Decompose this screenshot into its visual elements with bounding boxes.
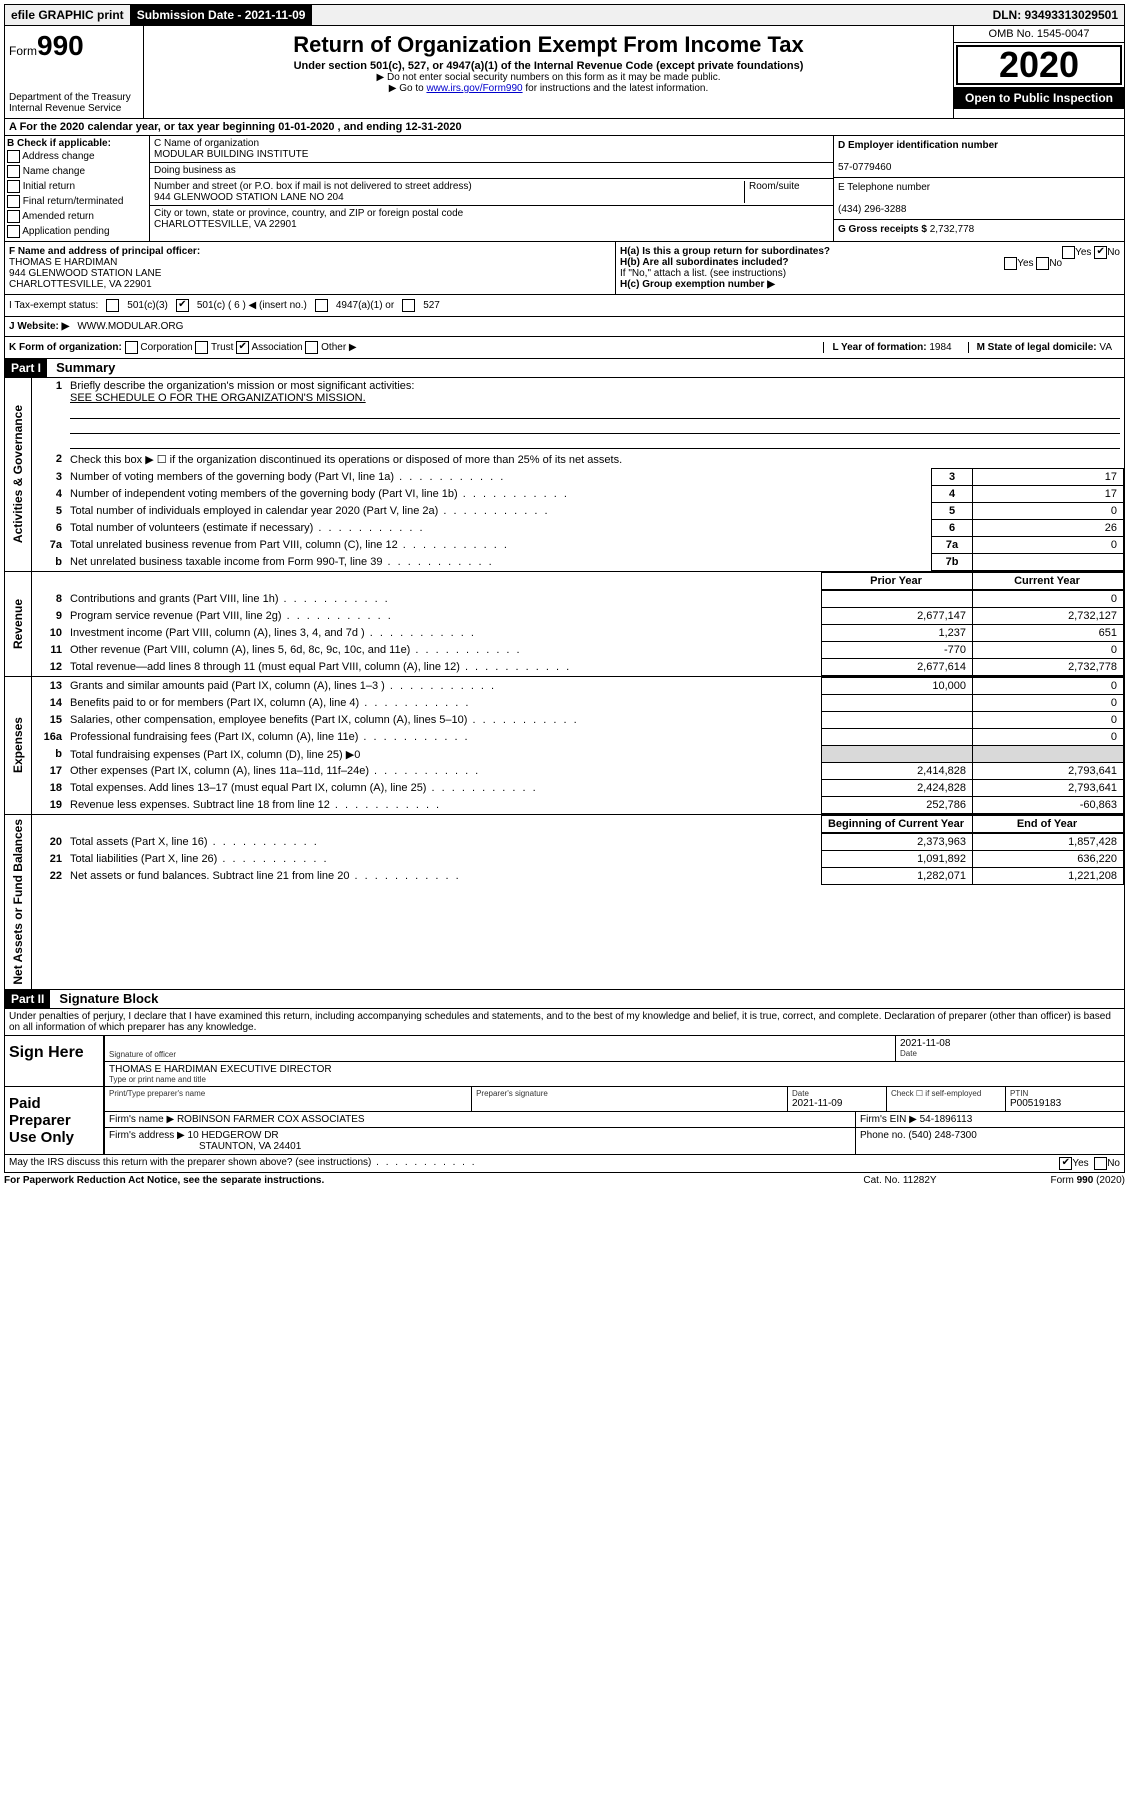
table-row: 15Salaries, other compensation, employee… <box>32 712 1124 729</box>
table-row: bNet unrelated business taxable income f… <box>32 554 1124 571</box>
chk-amended[interactable]: Amended return <box>7 209 147 224</box>
table-row: 6Total number of volunteers (estimate if… <box>32 520 1124 537</box>
table-row: 9Program service revenue (Part VIII, lin… <box>32 608 1124 625</box>
table-row: bTotal fundraising expenses (Part IX, co… <box>32 746 1124 763</box>
table-row: 22Net assets or fund balances. Subtract … <box>32 868 1124 885</box>
table-row: 14Benefits paid to or for members (Part … <box>32 695 1124 712</box>
part2-title: Signature Block <box>53 991 158 1006</box>
vlabel-netassets: Net Assets or Fund Balances <box>9 815 27 989</box>
col-b-checkboxes: B Check if applicable: Address change Na… <box>5 136 150 241</box>
form-title: Return of Organization Exempt From Incom… <box>148 32 949 58</box>
table-row: 20Total assets (Part X, line 16)2,373,96… <box>32 834 1124 851</box>
efile-badge[interactable]: efile GRAPHIC print <box>5 5 131 25</box>
vlabel-governance: Activities & Governance <box>9 401 27 547</box>
discuss-row: May the IRS discuss this return with the… <box>4 1155 1125 1173</box>
sign-here-label: Sign Here <box>5 1036 105 1086</box>
city-state-zip: CHARLOTTESVILLE, VA 22901 <box>154 219 829 230</box>
table-row: 19Revenue less expenses. Subtract line 1… <box>32 797 1124 814</box>
officer-group-row: F Name and address of principal officer:… <box>4 242 1125 295</box>
form-subtitle: Under section 501(c), 527, or 4947(a)(1)… <box>148 60 949 72</box>
table-row: 21Total liabilities (Part X, line 26)1,0… <box>32 851 1124 868</box>
chk-name[interactable]: Name change <box>7 164 147 179</box>
vlabel-revenue: Revenue <box>9 595 27 653</box>
tax-exempt-status: I Tax-exempt status: 501(c)(3) ✔501(c) (… <box>4 295 1125 317</box>
page-footer: For Paperwork Reduction Act Notice, see … <box>4 1173 1125 1186</box>
ssn-note: ▶ Do not enter social security numbers o… <box>148 72 949 83</box>
mission-text: SEE SCHEDULE O FOR THE ORGANIZATION'S MI… <box>70 392 366 404</box>
top-bar: efile GRAPHIC print Submission Date - 20… <box>4 4 1125 26</box>
table-row: 12Total revenue—add lines 8 through 11 (… <box>32 659 1124 676</box>
entity-section: B Check if applicable: Address change Na… <box>4 136 1125 242</box>
form-number: Form990 <box>9 30 139 62</box>
org-name: MODULAR BUILDING INSTITUTE <box>154 149 829 160</box>
table-row: 8Contributions and grants (Part VIII, li… <box>32 591 1124 608</box>
website-row: J Website: ▶ WWW.MODULAR.ORG <box>4 317 1125 337</box>
dept-treasury: Department of the Treasury Internal Reve… <box>9 92 139 114</box>
table-row: 10Investment income (Part VIII, column (… <box>32 625 1124 642</box>
line-a-period: A For the 2020 calendar year, or tax yea… <box>4 119 1125 136</box>
table-row: 18Total expenses. Add lines 13–17 (must … <box>32 780 1124 797</box>
table-row: 5Total number of individuals employed in… <box>32 503 1124 520</box>
vlabel-expenses: Expenses <box>9 713 27 777</box>
chk-address[interactable]: Address change <box>7 149 147 164</box>
chk-final[interactable]: Final return/terminated <box>7 194 147 209</box>
tax-year: 2020 <box>956 45 1122 85</box>
chk-initial[interactable]: Initial return <box>7 179 147 194</box>
table-row: 4Number of independent voting members of… <box>32 486 1124 503</box>
perjury-declaration: Under penalties of perjury, I declare th… <box>4 1009 1125 1036</box>
firm-ein: 54-1896113 <box>920 1114 973 1125</box>
table-row: 11Other revenue (Part VIII, column (A), … <box>32 642 1124 659</box>
part1-title: Summary <box>50 360 115 375</box>
part1-tag: Part I <box>5 359 47 377</box>
table-row: 17Other expenses (Part IX, column (A), l… <box>32 763 1124 780</box>
street-address: 944 GLENWOOD STATION LANE NO 204 <box>154 192 744 203</box>
k-l-m-row: K Form of organization: Corporation Trus… <box>4 337 1125 359</box>
telephone: (434) 296-3288 <box>838 204 906 215</box>
omb-number: OMB No. 1545-0047 <box>954 26 1124 43</box>
table-row: 3Number of voting members of the governi… <box>32 469 1124 486</box>
paid-preparer-label: Paid Preparer Use Only <box>5 1087 105 1154</box>
part2-tag: Part II <box>5 990 50 1008</box>
chk-pending[interactable]: Application pending <box>7 224 147 239</box>
ptin: P00519183 <box>1010 1098 1061 1109</box>
form-header: Form990 Department of the Treasury Inter… <box>4 26 1125 119</box>
officer-signature-name: THOMAS E HARDIMAN EXECUTIVE DIRECTOR <box>109 1064 332 1075</box>
firm-name: ROBINSON FARMER COX ASSOCIATES <box>177 1114 365 1125</box>
officer-name: THOMAS E HARDIMAN <box>9 257 117 268</box>
gross-receipts: 2,732,778 <box>930 224 975 235</box>
website-url[interactable]: WWW.MODULAR.ORG <box>77 321 183 332</box>
submission-date: Submission Date - 2021-11-09 <box>131 5 313 25</box>
goto-note: ▶ Go to www.irs.gov/Form990 for instruct… <box>148 83 949 94</box>
table-row: 16aProfessional fundraising fees (Part I… <box>32 729 1124 746</box>
table-row: 13Grants and similar amounts paid (Part … <box>32 678 1124 695</box>
open-inspection: Open to Public Inspection <box>954 87 1124 109</box>
ein: 57-0779460 <box>838 162 891 173</box>
irs-link[interactable]: www.irs.gov/Form990 <box>426 83 522 94</box>
table-row: 7aTotal unrelated business revenue from … <box>32 537 1124 554</box>
firm-phone: (540) 248-7300 <box>908 1130 976 1141</box>
dln: DLN: 93493313029501 <box>987 5 1124 25</box>
